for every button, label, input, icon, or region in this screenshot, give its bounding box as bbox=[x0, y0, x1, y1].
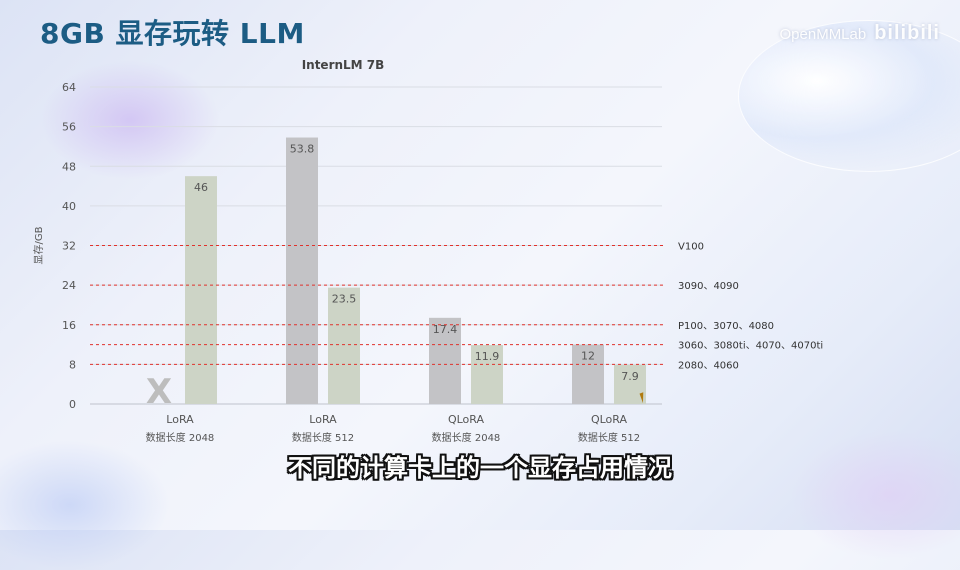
bar bbox=[185, 176, 217, 404]
category-detail-label: 数据长度 2048 bbox=[146, 431, 215, 444]
y-tick-label: 64 bbox=[62, 81, 76, 94]
bar-value-label: 11.9 bbox=[475, 350, 500, 363]
watermark: OpenMMLab bilibili bbox=[780, 22, 941, 45]
bar-value-label: 7.9 bbox=[621, 370, 639, 383]
reference-line-label: 2080、4060 bbox=[678, 360, 739, 371]
y-tick-label: 40 bbox=[62, 200, 76, 213]
category-detail-label: 数据长度 512 bbox=[292, 431, 354, 444]
category-label: QLoRA bbox=[591, 413, 628, 426]
bar-value-label: 12 bbox=[581, 350, 595, 363]
y-tick-label: 32 bbox=[62, 240, 76, 253]
watermark-openmmlab: OpenMMLab bbox=[779, 26, 867, 43]
memory-usage-chart: InternLM 7B 0 8 16 24 32 40 48 56 64 显存/GB 53.8 17.4… bbox=[32, 58, 823, 444]
category-label: QLoRA bbox=[448, 413, 485, 426]
bar bbox=[429, 317, 461, 404]
reference-line-label: V100 bbox=[678, 242, 704, 253]
y-tick-label: 24 bbox=[62, 279, 76, 292]
y-tick-label: 56 bbox=[62, 121, 76, 134]
bar bbox=[471, 345, 503, 404]
category-detail-label: 数据长度 2048 bbox=[432, 431, 501, 444]
video-subtitle: 不同的计算卡上的一个显存占用情况 bbox=[288, 454, 672, 482]
category-label: LoRA bbox=[166, 413, 194, 426]
slide-title: 8GB 显存玩转 LLM bbox=[40, 17, 305, 50]
bar bbox=[572, 344, 604, 404]
category-detail-label: 数据长度 512 bbox=[578, 431, 640, 444]
bar-value-label: 17.4 bbox=[433, 323, 458, 336]
bilibili-logo: bilibili bbox=[874, 22, 940, 44]
bar bbox=[286, 137, 318, 404]
y-tick-label: 48 bbox=[62, 160, 76, 173]
y-tick-label: 16 bbox=[62, 319, 76, 332]
bar-value-label: 53.8 bbox=[290, 143, 315, 156]
bar bbox=[328, 287, 360, 404]
bar-value-label: 46 bbox=[194, 181, 208, 194]
y-tick-label: 0 bbox=[69, 398, 76, 411]
reference-line-label: 3090、4090 bbox=[678, 281, 739, 292]
reference-line-label: P100、3070、4080 bbox=[678, 321, 774, 332]
reference-line-label: 3060、3080ti、4070、4070ti bbox=[678, 341, 823, 352]
y-axis-label: 显存/GB bbox=[32, 226, 45, 264]
missing-bar-marker: X bbox=[146, 372, 172, 412]
bar-value-label: 23.5 bbox=[332, 293, 357, 306]
category-label: LoRA bbox=[309, 413, 337, 426]
bar bbox=[614, 364, 646, 404]
chart-title: InternLM 7B bbox=[302, 58, 385, 72]
y-tick-label: 8 bbox=[69, 358, 76, 371]
